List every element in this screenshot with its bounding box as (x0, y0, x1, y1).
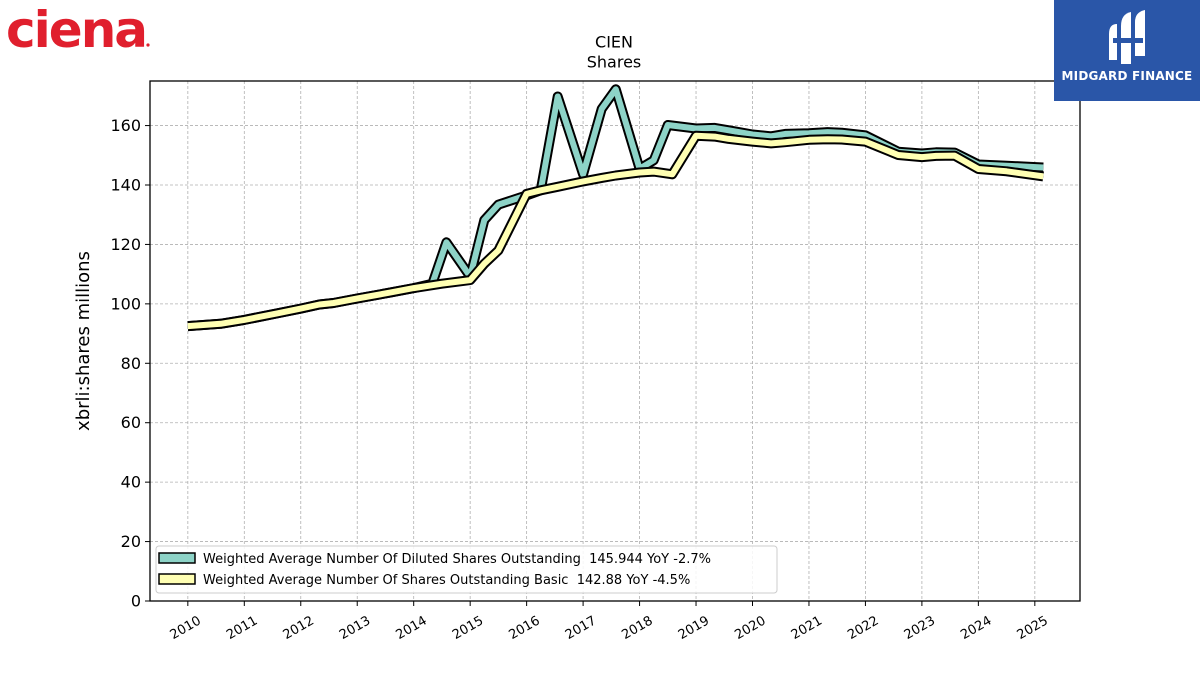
x-tick-label: 2015 (450, 613, 486, 643)
midgard-finance-logo: MIDGARD FINANCE (1054, 0, 1200, 101)
x-tick-label: 2012 (281, 613, 317, 643)
y-tick-label: 140 (110, 176, 141, 195)
ciena-logo-dot (146, 43, 150, 47)
series-layer (187, 84, 1044, 332)
x-tick-label: 2021 (789, 613, 825, 643)
chart-title: CIEN (595, 33, 633, 52)
x-axis: 2010 2011 2012 2013 2014 2015 2016 2017 2018 2019… (168, 601, 1051, 643)
legend-box (155, 545, 778, 594)
x-tick-label: 2011 (224, 613, 260, 643)
y-axis-label: xbrli:shares millions (73, 251, 94, 431)
x-tick-label: 2010 (168, 613, 204, 643)
ciena-logo-text: ciena (6, 1, 146, 56)
x-tick-label: 2013 (337, 613, 373, 643)
y-axis: 0 20 40 60 80 100 120 140 160 (110, 116, 150, 611)
series-outline-1 (187, 130, 1044, 332)
legend-label-diluted: Weighted Average Number Of Diluted Share… (203, 552, 711, 567)
legend-label-basic: Weighted Average Number Of Shares Outsta… (203, 573, 690, 588)
ciena-logo: ciena (6, 0, 154, 60)
x-tick-label: 2023 (902, 613, 938, 643)
y-tick-label: 40 (121, 473, 141, 492)
series-line-1 (187, 132, 1044, 330)
x-tick-label: 2024 (958, 613, 994, 643)
x-tick-label: 2020 (732, 613, 768, 643)
legend: Weighted Average Number Of Diluted Share… (155, 545, 778, 594)
x-tick-label: 2022 (845, 613, 881, 643)
x-tick-label: 2019 (676, 613, 712, 643)
midgard-mark-icon (1109, 10, 1145, 64)
plot-frame (149, 80, 1081, 602)
x-tick-label: 2018 (619, 613, 655, 643)
y-tick-label: 60 (121, 413, 141, 432)
y-tick-label: 80 (121, 354, 141, 373)
x-tick-label: 2017 (563, 613, 599, 643)
series-outline-0 (187, 84, 1044, 332)
midgard-finance-name: MIDGARD FINANCE (1061, 69, 1193, 83)
y-tick-label: 0 (131, 592, 141, 611)
y-tick-label: 100 (110, 294, 141, 313)
x-tick-label: 2025 (1015, 613, 1051, 643)
y-tick-label: 20 (121, 532, 141, 551)
x-tick-label: 2014 (394, 613, 430, 643)
chart-subtitle: Shares (587, 53, 642, 72)
y-tick-label: 160 (110, 116, 141, 135)
y-tick-label: 120 (110, 235, 141, 254)
series-line-0 (187, 86, 1044, 330)
x-tick-label: 2016 (506, 613, 542, 643)
legend-swatch-diluted (158, 552, 196, 564)
legend-swatch-basic (158, 573, 196, 585)
